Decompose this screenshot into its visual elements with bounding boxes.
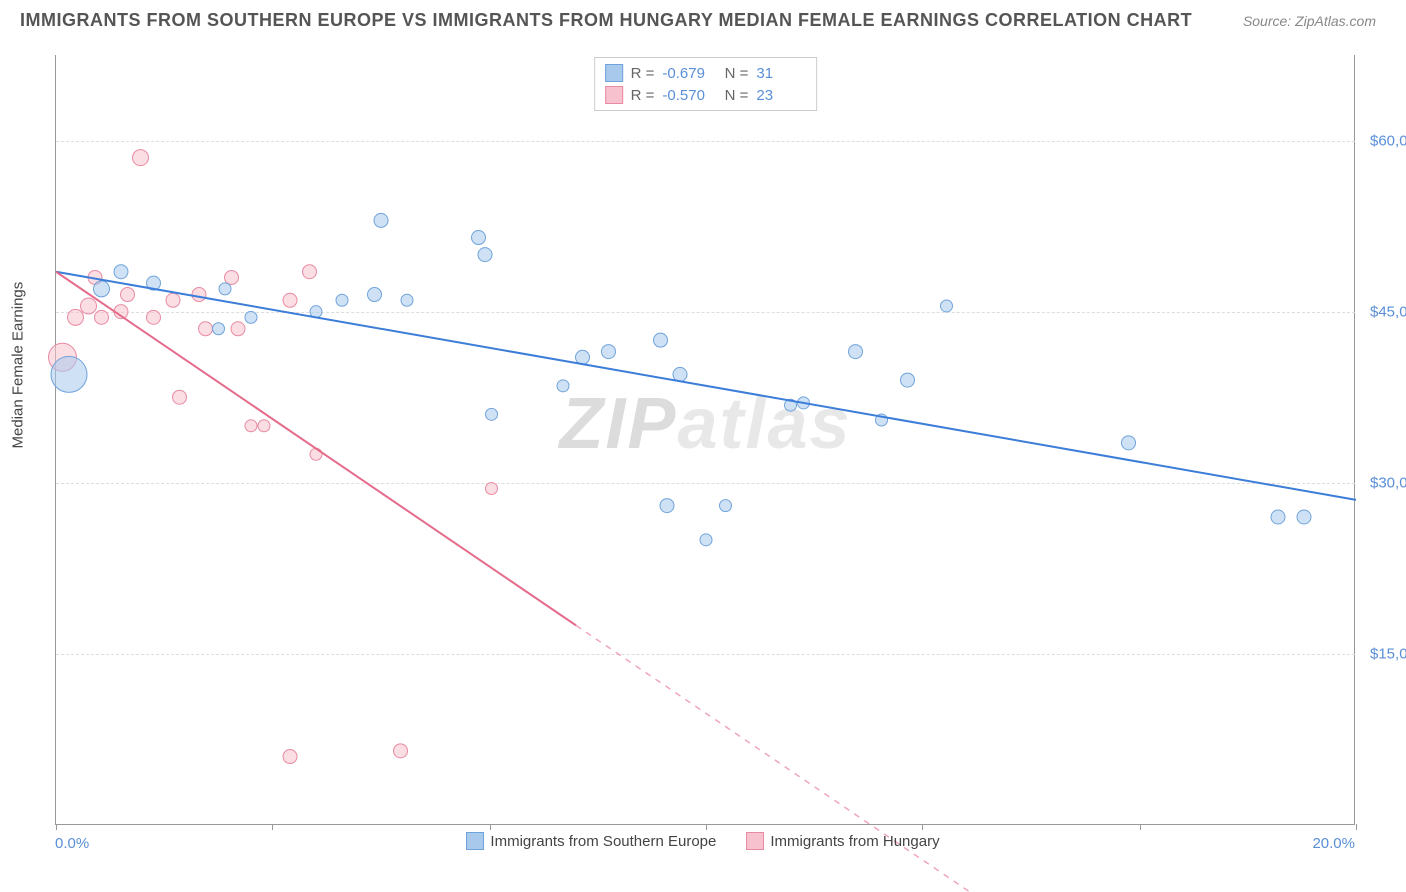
data-point [258, 420, 270, 432]
legend-swatch-1 [466, 832, 484, 850]
data-point [114, 265, 128, 279]
series-legend: Immigrants from Southern Europe Immigran… [0, 832, 1406, 850]
data-point [133, 150, 149, 166]
trend-line [56, 272, 576, 626]
x-tick [922, 824, 923, 830]
data-point [700, 534, 712, 546]
chart-title: IMMIGRANTS FROM SOUTHERN EUROPE VS IMMIG… [20, 10, 1192, 31]
stats-row-series-1: R = -0.679 N = 31 [605, 62, 807, 84]
data-point [231, 322, 245, 336]
data-point [166, 293, 180, 307]
data-point [720, 500, 732, 512]
data-point [51, 356, 87, 392]
y-axis-label: Median Female Earnings [10, 282, 27, 449]
x-tick [490, 824, 491, 830]
data-point [654, 333, 668, 347]
data-point [213, 323, 225, 335]
data-point [94, 281, 110, 297]
data-point [147, 310, 161, 324]
swatch-series-1 [605, 64, 623, 82]
data-point [81, 298, 97, 314]
legend-label-1: Immigrants from Southern Europe [490, 833, 716, 850]
data-point [849, 345, 863, 359]
y-tick-label: $45,000 [1360, 303, 1406, 320]
trend-line-extrapolated [576, 625, 986, 892]
legend-item-2: Immigrants from Hungary [746, 832, 939, 850]
data-point [394, 744, 408, 758]
data-point [283, 750, 297, 764]
data-point [245, 420, 257, 432]
data-point [283, 293, 297, 307]
trend-line [56, 272, 1356, 500]
data-point [336, 294, 348, 306]
legend-item-1: Immigrants from Southern Europe [466, 832, 716, 850]
data-point [602, 345, 616, 359]
data-point [199, 322, 213, 336]
r-value-1: -0.679 [662, 65, 712, 82]
data-point [576, 350, 590, 364]
y-tick-label: $30,000 [1360, 474, 1406, 491]
r-value-2: -0.570 [662, 87, 712, 104]
x-tick [1140, 824, 1141, 830]
x-tick [272, 824, 273, 830]
x-tick [1356, 824, 1357, 830]
data-point [374, 213, 388, 227]
data-point [673, 367, 687, 381]
data-point [472, 231, 486, 245]
n-value-2: 23 [756, 87, 806, 104]
legend-swatch-2 [746, 832, 764, 850]
data-point [225, 270, 239, 284]
data-point [557, 380, 569, 392]
x-tick [56, 824, 57, 830]
data-point [486, 408, 498, 420]
y-tick-label: $15,000 [1360, 645, 1406, 662]
data-point [401, 294, 413, 306]
scatter-plot-svg [56, 55, 1355, 824]
n-value-1: 31 [756, 65, 806, 82]
source-attribution: Source: ZipAtlas.com [1243, 13, 1376, 29]
chart-plot-area: $15,000$30,000$45,000$60,000 ZIPatlas R … [55, 55, 1355, 825]
data-point [1271, 510, 1285, 524]
data-point [1297, 510, 1311, 524]
data-point [192, 288, 206, 302]
x-tick [706, 824, 707, 830]
y-tick-label: $60,000 [1360, 132, 1406, 149]
stats-row-series-2: R = -0.570 N = 23 [605, 84, 807, 106]
data-point [901, 373, 915, 387]
data-point [95, 310, 109, 324]
correlation-stats-box: R = -0.679 N = 31 R = -0.570 N = 23 [594, 57, 818, 111]
data-point [941, 300, 953, 312]
data-point [219, 283, 231, 295]
data-point [486, 482, 498, 494]
data-point [173, 390, 187, 404]
swatch-series-2 [605, 86, 623, 104]
data-point [245, 311, 257, 323]
data-point [310, 448, 322, 460]
data-point [68, 309, 84, 325]
data-point [660, 499, 674, 513]
data-point [478, 248, 492, 262]
legend-label-2: Immigrants from Hungary [770, 833, 939, 850]
data-point [121, 288, 135, 302]
data-point [303, 265, 317, 279]
data-point [368, 288, 382, 302]
data-point [1122, 436, 1136, 450]
